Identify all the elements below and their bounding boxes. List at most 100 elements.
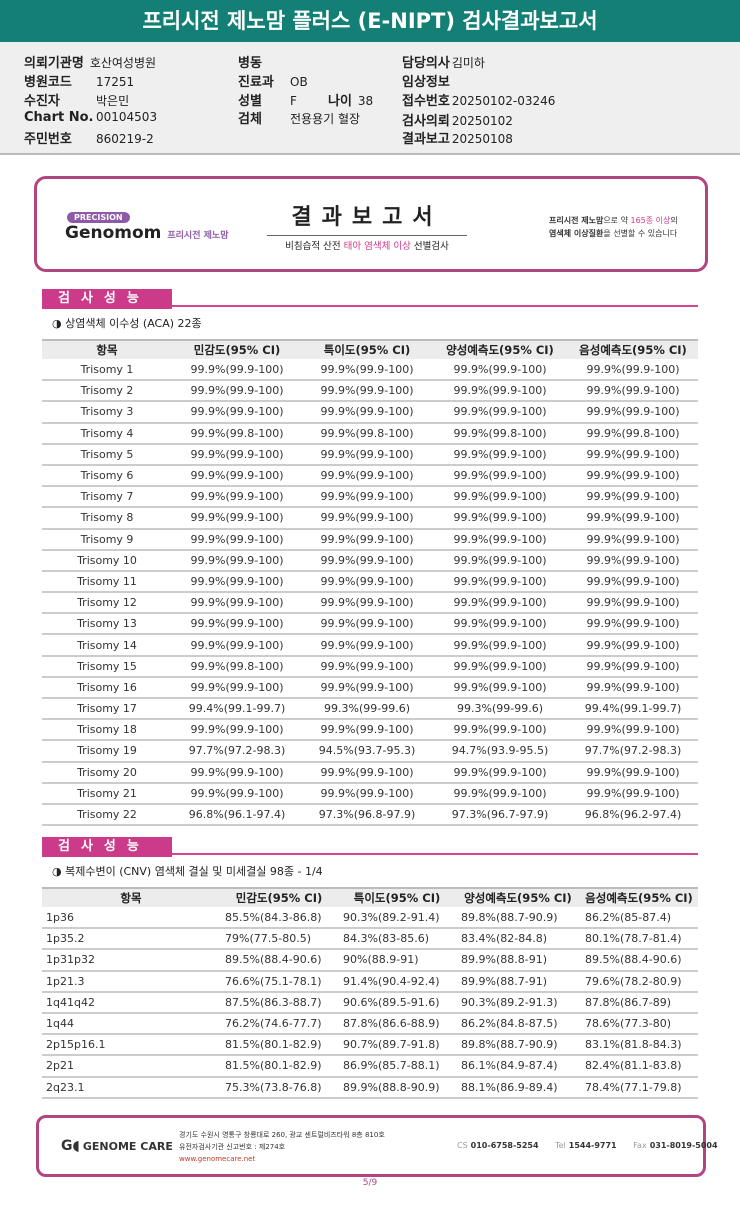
cell-value: 99.9%(99.9-100) xyxy=(172,507,302,530)
table-row: Trisomy 5 99.9%(99.9-100) 99.9%(99.9-100) 9… xyxy=(42,443,698,466)
column-header: 음성예측도(95% CI) xyxy=(580,887,698,907)
cell-value: 99.9%(99.9-100) xyxy=(432,592,568,615)
brand-kr: 프리시전 제노맘 xyxy=(167,231,229,241)
hospital-field: 의뢰기관명 호산여성병원 xyxy=(24,52,156,71)
cell-value: 75.3%(73.8-76.8) xyxy=(220,1076,338,1099)
cell-value: 97.3%(96.8-97.9) xyxy=(302,803,432,827)
column-header: 항목 xyxy=(42,339,172,359)
cell-value: 99.9%(99.9-100) xyxy=(172,634,302,657)
t: 태아 염색체 이상 xyxy=(343,241,411,252)
cell-value: 99.9%(99.9-100) xyxy=(568,380,698,403)
value: 860219-2 xyxy=(96,132,154,146)
cell-value: 90.3%(89.2-91.4) xyxy=(338,907,456,930)
cell-value: 99.9%(99.9-100) xyxy=(568,401,698,424)
label: 병동 xyxy=(238,56,262,71)
cell-value: 94.5%(93.7-95.3) xyxy=(302,740,432,763)
cell-value: 99.9%(99.8-100) xyxy=(568,422,698,445)
section-header-cnv: 검사성능 xyxy=(42,835,698,857)
row-label: 1p31p32 xyxy=(42,949,220,972)
value: 38 xyxy=(357,94,374,108)
cell-value: 89.8%(88.7-90.9) xyxy=(456,1034,580,1057)
column-header: 양성예측도(95% CI) xyxy=(432,339,568,359)
row-label: Trisomy 12 xyxy=(42,592,172,615)
value: OB xyxy=(290,75,308,89)
dept-field: 진료과 OB xyxy=(238,71,308,90)
cell-value: 99.9%(99.9-100) xyxy=(432,380,568,403)
cell-value: 84.3%(83-85.6) xyxy=(338,928,456,951)
column-header: 특이도(95% CI) xyxy=(338,887,456,907)
footer: G◖ GENOME CARE 경기도 수원시 영통구 창룡대로 260, 광교 센… xyxy=(36,1115,718,1177)
table-row: Trisomy 12 99.9%(99.9-100) 99.9%(99.9-100)… xyxy=(42,592,698,615)
cell-value: 99.9%(99.9-100) xyxy=(172,761,302,784)
section-subtitle-aca: ◑ 상염색체 이수성 (ACA) 22종 xyxy=(52,317,202,330)
t: 의 xyxy=(670,216,678,225)
cell-value: 78.6%(77.3-80) xyxy=(580,1012,698,1036)
cell-value: 99.9%(99.8-100) xyxy=(432,422,568,445)
label: 접수번호 xyxy=(402,94,450,109)
cell-value: 79%(77.5-80.5) xyxy=(220,928,338,951)
cell-value: 99.9%(99.9-100) xyxy=(568,676,698,700)
cell-value: 87.5%(86.3-88.7) xyxy=(220,991,338,1014)
t: 선별검사 xyxy=(410,241,449,252)
row-label: Trisomy 9 xyxy=(42,528,172,551)
cell-value: 99.9%(99.9-100) xyxy=(568,486,698,509)
column-header: 양성예측도(95% CI) xyxy=(456,887,580,907)
section-subtitle-cnv: ◑ 복제수변이 (CNV) 염색체 결실 및 미세결실 98종 - 1/4 xyxy=(52,865,323,878)
label: 임상정보 xyxy=(402,75,450,90)
cell-value: 99.9%(99.9-100) xyxy=(172,359,302,382)
cell-value: 89.5%(88.4-90.6) xyxy=(580,949,698,972)
cell-value: 89.8%(88.7-90.9) xyxy=(456,907,580,930)
cell-value: 89.9%(88.7-91) xyxy=(456,970,580,993)
cs-number: 010-6758-5254 xyxy=(470,1141,539,1150)
row-label: Trisomy 3 xyxy=(42,401,172,424)
cell-value: 86.2%(85-87.4) xyxy=(580,907,698,930)
cell-value: 99.9%(99.8-100) xyxy=(172,422,302,445)
value: 호산여성병원 xyxy=(89,56,157,70)
code-field: 병원코드 17251 xyxy=(24,71,134,90)
row-label: Trisomy 8 xyxy=(42,507,172,530)
row-label: Trisomy 21 xyxy=(42,782,172,805)
cell-value: 99.9%(99.9-100) xyxy=(302,507,432,530)
cell-value: 83.4%(82-84.8) xyxy=(456,928,580,951)
cell-value: 99.9%(99.9-100) xyxy=(172,549,302,572)
t: 으로 약 xyxy=(603,216,631,225)
row-label: Trisomy 6 xyxy=(42,464,172,488)
cell-value: 99.9%(99.9-100) xyxy=(302,443,432,466)
aca-performance-table: 항목 민감도(95% CI) 특이도(95% CI) 양성예측도(95% CI) 음성예… xyxy=(42,339,698,827)
cell-value: 99.9%(99.9-100) xyxy=(172,570,302,594)
value: 전용용기 혈장 xyxy=(290,112,361,126)
label: 결과보고 xyxy=(402,132,450,147)
row-label: 2q23.1 xyxy=(42,1076,220,1099)
table-row: Trisomy 14 99.9%(99.9-100) 99.9%(99.9-100)… xyxy=(42,634,698,657)
column-header: 항목 xyxy=(42,887,220,907)
cell-value: 96.8%(96.2-97.4) xyxy=(568,803,698,827)
label: 수진자 xyxy=(24,94,60,109)
website-link[interactable]: www.genomecare.net xyxy=(179,1155,256,1163)
section-label: 검사성능 xyxy=(42,289,172,309)
cell-value: 99.9%(99.9-100) xyxy=(432,401,568,424)
clinical-field: 임상정보 xyxy=(402,71,456,90)
label: 검체 xyxy=(238,112,262,127)
cell-value: 99.9%(99.9-100) xyxy=(432,782,568,805)
table-row: Trisomy 10 99.9%(99.9-100) 99.9%(99.9-100)… xyxy=(42,549,698,572)
cell-value: 99.9%(99.9-100) xyxy=(432,359,568,382)
label: 담당의사 xyxy=(402,56,450,71)
fax-label: Fax xyxy=(633,1141,647,1150)
row-label: Trisomy 14 xyxy=(42,634,172,657)
table-row: Trisomy 21 99.9%(99.9-100) 99.9%(99.9-100)… xyxy=(42,782,698,805)
value: 00104503 xyxy=(96,110,158,124)
t: 비침습적 산전 xyxy=(285,241,344,252)
cell-value: 99.9%(99.9-100) xyxy=(568,655,698,678)
cell-value: 99.9%(99.9-100) xyxy=(302,528,432,551)
row-label: Trisomy 15 xyxy=(42,655,172,678)
table-row: Trisomy 2 99.9%(99.9-100) 99.9%(99.9-100) 9… xyxy=(42,380,698,403)
logo-mark-icon: G◖ xyxy=(61,1138,80,1154)
table-row: Trisomy 22 96.8%(96.1-97.4) 97.3%(96.8-97.… xyxy=(42,803,698,827)
row-label: 2p15p16.1 xyxy=(42,1034,220,1057)
cell-value: 99.9%(99.9-100) xyxy=(568,549,698,572)
table-row: Trisomy 17 99.4%(99.1-99.7) 99.3%(99-99.6)… xyxy=(42,698,698,721)
row-label: 1q44 xyxy=(42,1012,220,1036)
column-header: 민감도(95% CI) xyxy=(172,339,302,359)
banner-title: 결과보고서 xyxy=(267,199,467,236)
cell-value: 99.9%(99.9-100) xyxy=(302,570,432,594)
